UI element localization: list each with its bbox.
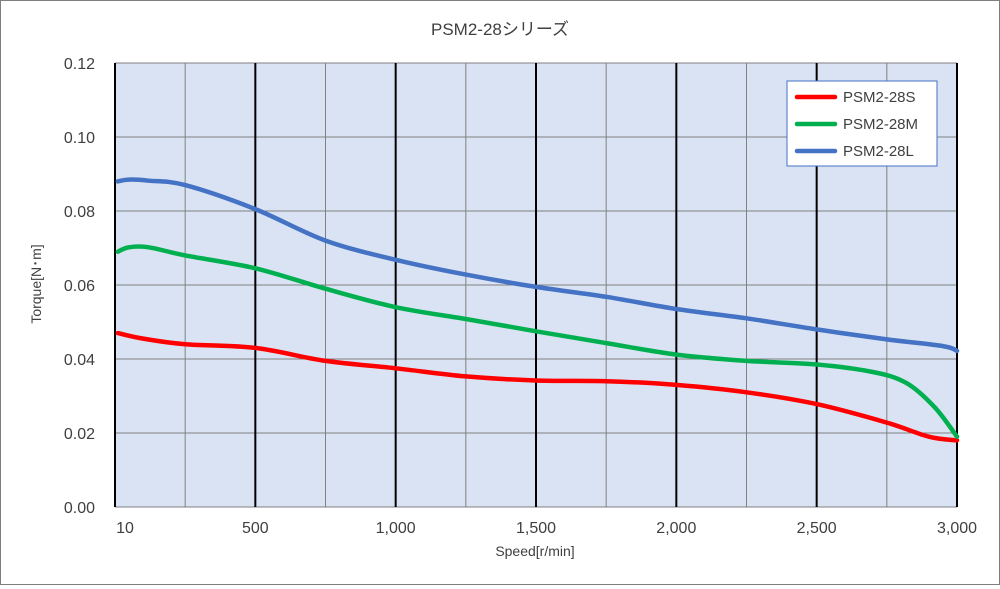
y-tick-label: 0.08 [64, 204, 95, 221]
x-axis-ticks: 10 500 1,000 1,500 2,000 2,500 3,000 [116, 520, 977, 537]
x-tick-label: 1,500 [516, 520, 556, 537]
series-lines [115, 177, 960, 443]
x-tick-label: 500 [242, 520, 269, 537]
legend: PSM2-28S PSM2-28M PSM2-28L [786, 80, 938, 167]
series-line-psm2-28s [115, 330, 960, 443]
legend-label: PSM2-28L [843, 143, 914, 160]
y-axis-title: Torque[N･m] [28, 244, 44, 323]
legend-label: PSM2-28S [843, 89, 916, 106]
x-tick-label: 1,000 [376, 520, 416, 537]
x-tick-label: 3,000 [937, 520, 977, 537]
y-tick-label: 0.12 [64, 56, 95, 73]
y-tick-label: 0.06 [64, 278, 95, 295]
series-line-psm2-28l [115, 177, 960, 354]
series-line-psm2-28m [115, 244, 960, 439]
x-tick-label: 10 [116, 520, 134, 537]
x-axis-title: Speed[r/min] [495, 543, 574, 559]
y-tick-label: 0.10 [64, 130, 95, 147]
y-axis-ticks: 0.00 0.02 0.04 0.06 0.08 0.10 0.12 [64, 56, 95, 517]
y-tick-label: 0.00 [64, 500, 95, 517]
y-tick-label: 0.04 [64, 352, 95, 369]
legend-label: PSM2-28M [843, 116, 918, 133]
y-tick-label: 0.02 [64, 426, 95, 443]
x-tick-label: 2,000 [656, 520, 696, 537]
chart-title: PSM2-28シリーズ [431, 20, 569, 39]
x-tick-label: 2,500 [797, 520, 837, 537]
